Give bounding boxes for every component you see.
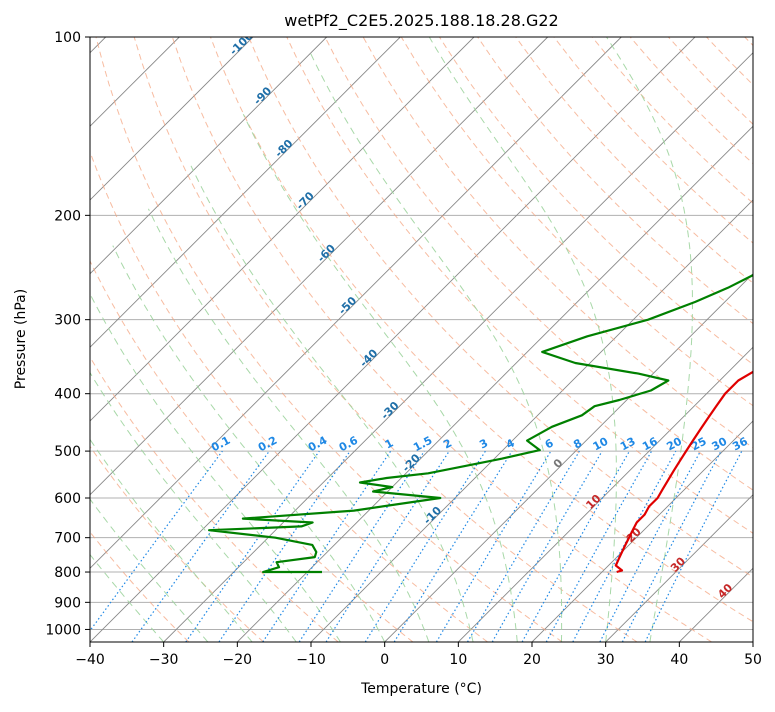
plot-background <box>90 37 753 642</box>
y-tick-label: 600 <box>54 491 81 507</box>
x-tick-label: −40 <box>75 652 105 668</box>
isotherm-line <box>753 37 775 642</box>
y-tick-label: 900 <box>54 595 81 611</box>
x-tick-label: −10 <box>296 652 326 668</box>
y-tick-label: 400 <box>54 387 81 403</box>
x-axis-title: Temperature (°C) <box>360 681 482 697</box>
y-tick-label: 100 <box>54 30 81 46</box>
x-tick-label: −20 <box>223 652 253 668</box>
y-tick-label: 700 <box>54 531 81 547</box>
x-tick-label: 30 <box>597 652 615 668</box>
x-tick-label: 50 <box>744 652 762 668</box>
x-tick-label: 40 <box>670 652 688 668</box>
y-tick-label: 300 <box>54 313 81 329</box>
x-tick-label: 20 <box>523 652 541 668</box>
y-tick-label: 500 <box>54 444 81 460</box>
x-tick-label: 10 <box>449 652 467 668</box>
x-tick-label: 0 <box>380 652 389 668</box>
y-tick-label: 1000 <box>45 622 81 638</box>
chart-title: wetPf2_C2E5.2025.188.18.28.G22 <box>284 11 558 31</box>
y-tick-label: 800 <box>54 565 81 581</box>
x-tick-label: −30 <box>149 652 179 668</box>
y-tick-label: 200 <box>54 208 81 224</box>
y-axis-title: Pressure (hPa) <box>13 289 29 389</box>
